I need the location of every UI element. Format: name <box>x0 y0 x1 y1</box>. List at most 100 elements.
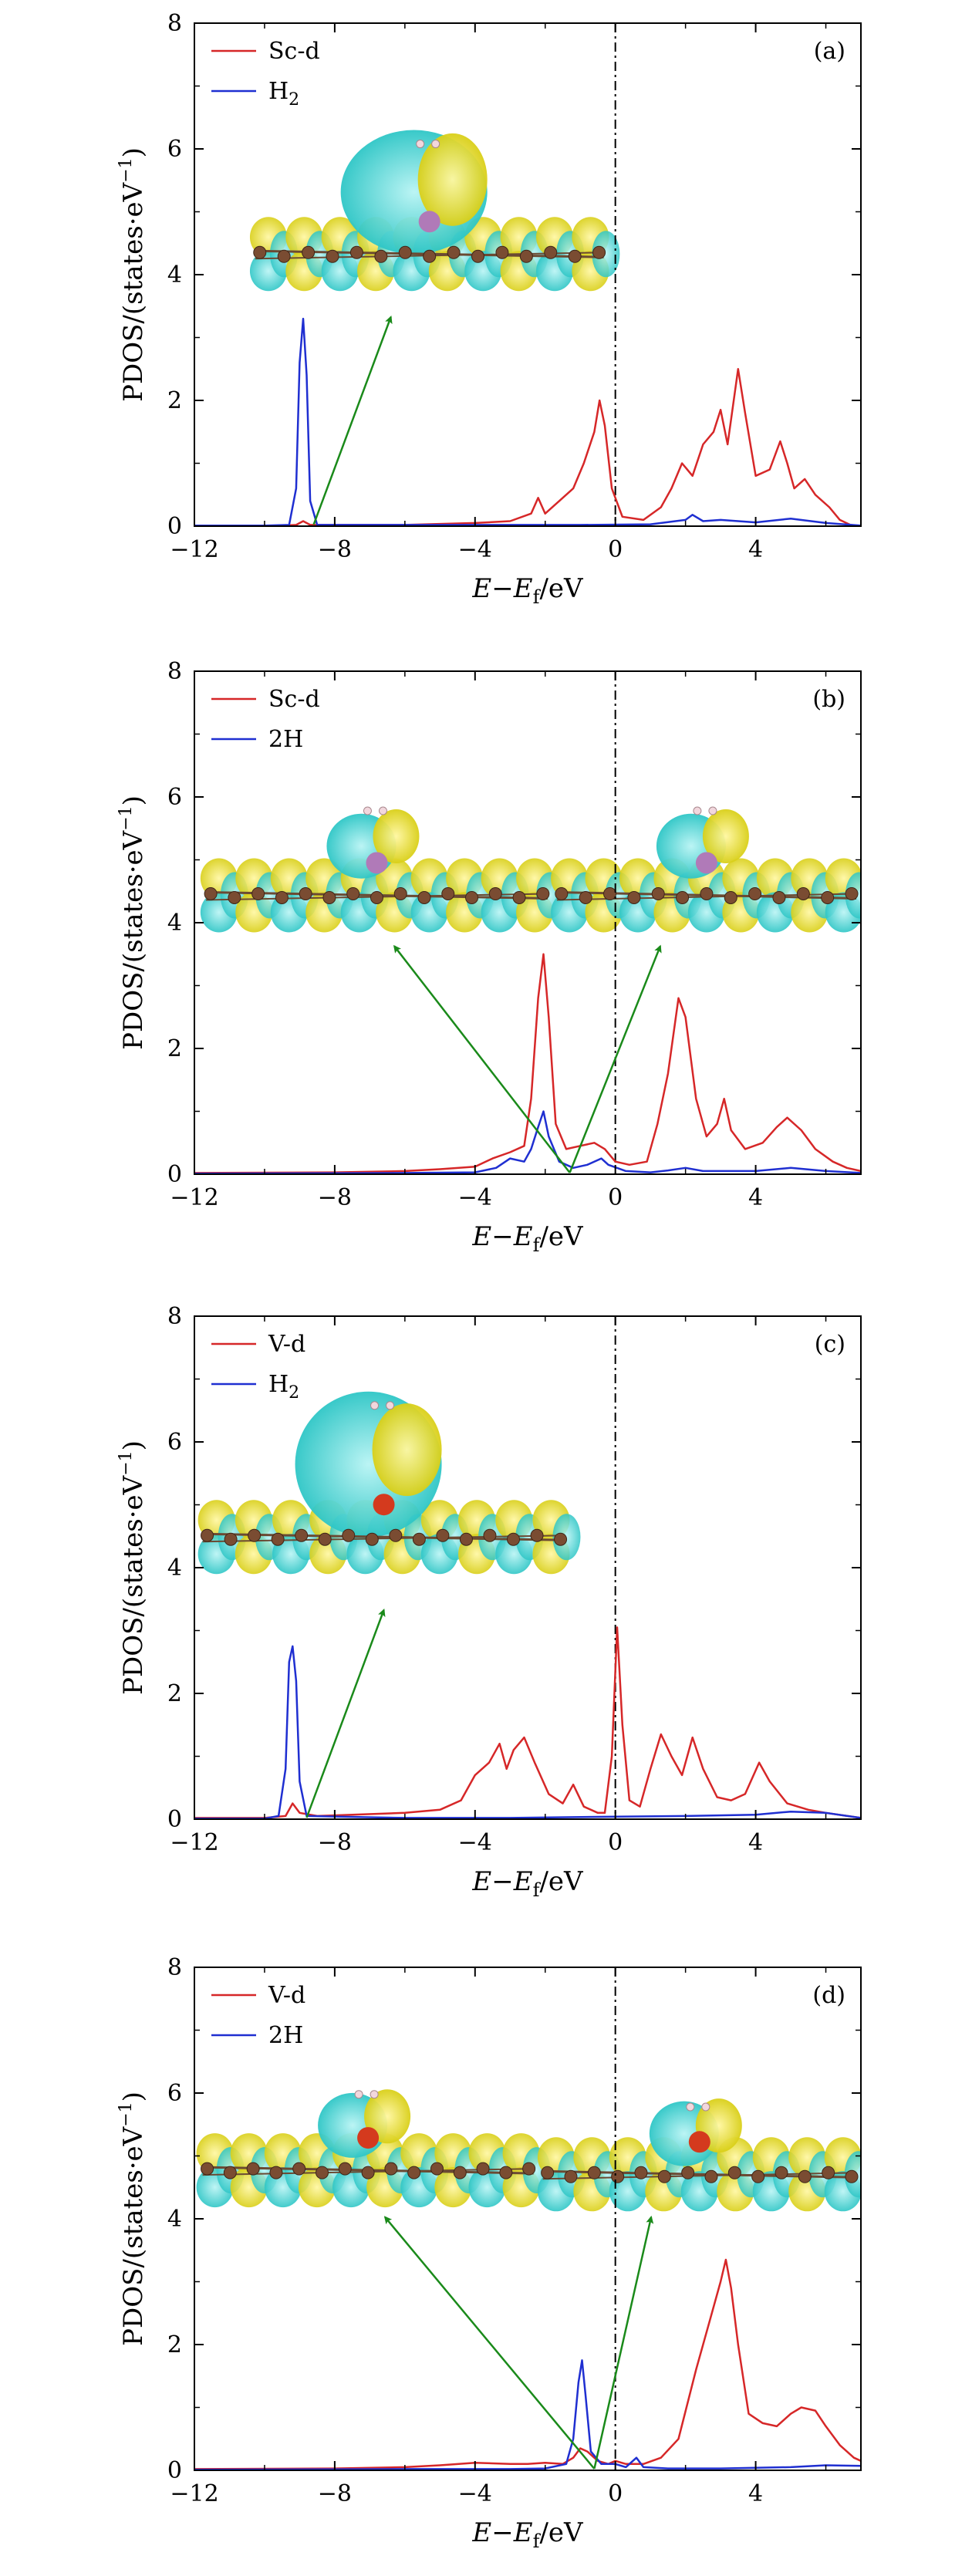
legend-label-main: V-d <box>268 1982 305 2009</box>
legend-label: V-d <box>268 1331 305 1358</box>
carbon-atom <box>495 245 509 259</box>
carbon-atom <box>412 1532 426 1546</box>
green-arrow <box>593 2215 654 2470</box>
x-axis-label-E2: E <box>513 573 533 604</box>
series-line-Scd <box>194 953 861 1174</box>
carbon-atom <box>453 2166 467 2179</box>
legend-label: 2H <box>268 726 303 753</box>
carbon-atom <box>361 2166 375 2179</box>
legend-label-main: 2H <box>268 2022 303 2049</box>
metal-atom <box>418 211 440 233</box>
density-inset <box>537 2098 861 2212</box>
x-axis-label-E2: E <box>513 2517 533 2548</box>
y-axis-label: PDOS/(states·eV−1) <box>116 2092 149 2346</box>
y-tick-label: 8 <box>167 658 182 685</box>
carbon-atom <box>271 1532 285 1546</box>
density-inset <box>197 1391 581 1575</box>
carbon-atom <box>436 1528 450 1542</box>
x-tick-label: 4 <box>748 1184 763 1211</box>
carbon-atom <box>228 890 241 904</box>
x-tick-label: 4 <box>748 1829 763 1856</box>
graphene-bond-line <box>202 1534 565 1543</box>
carbon-atom <box>407 2166 421 2179</box>
carbon-atom <box>704 2169 718 2183</box>
green-arrow <box>383 2216 596 2470</box>
x-tick-label: −12 <box>170 536 218 563</box>
carbon-atom <box>292 2162 306 2176</box>
carbon-atom <box>603 886 617 900</box>
y-tick-label: 4 <box>167 262 182 289</box>
x-axis-label-minus: − <box>491 1221 514 1252</box>
carbon-atom <box>253 245 267 259</box>
carbon-atom <box>223 2166 237 2179</box>
x-tick-label: −12 <box>170 1184 218 1211</box>
density-inset <box>551 806 861 933</box>
panel-a: −12 −8 −4 0 402468PDOS/(states·eV−1)E−Ef/eVS… <box>116 10 862 608</box>
x-tick-label: −4 <box>458 1184 492 1211</box>
carbon-atom <box>459 1532 473 1546</box>
carbon-atom <box>587 2166 601 2179</box>
graphene-bond-line <box>202 1532 565 1541</box>
hydrogen-atom <box>378 806 387 815</box>
y-axis-label-sup: −1 <box>116 805 136 830</box>
x-axis-label-unit: /eV <box>539 573 584 604</box>
x-axis-label: E−Ef/eV <box>471 1866 584 1901</box>
x-tick-label: 0 <box>608 1184 623 1211</box>
y-tick-label: 0 <box>167 1161 182 1188</box>
density-inset <box>200 806 565 933</box>
carbon-atom <box>316 2166 329 2179</box>
x-tick-label: −4 <box>458 1829 492 1856</box>
y-axis-label-sup: −1 <box>116 2102 136 2126</box>
x-axis-label-sub: f <box>533 1234 542 1256</box>
y-tick-label: 6 <box>167 136 182 163</box>
adsorbate-cloud-yellow <box>417 133 488 226</box>
carbon-atom <box>845 886 859 900</box>
y-tick-label: 0 <box>167 2457 182 2484</box>
carbon-atom <box>338 2162 352 2176</box>
x-tick-label: −8 <box>318 2480 352 2507</box>
panel-c: −12 −8 −4 0 402468PDOS/(states·eV−1)E−Ef/eVV… <box>116 1303 862 1901</box>
green-arrow <box>393 944 571 1173</box>
legend-label: H2 <box>268 78 299 110</box>
hydrogen-atom <box>370 1401 380 1410</box>
series-line-2H <box>194 1110 861 1174</box>
carbon-atom <box>499 2166 513 2179</box>
y-axis-label: PDOS/(states·eV−1) <box>116 1440 149 1695</box>
carbon-atom <box>441 886 455 900</box>
x-axis-label: E−Ef/eV <box>471 573 584 608</box>
green-arrow <box>312 316 393 525</box>
adsorbate-cloud-yellow <box>702 809 749 863</box>
y-axis-label-sup: −1 <box>116 157 136 182</box>
hydrogen-atom <box>416 140 425 149</box>
carbon-atom <box>541 2166 555 2179</box>
hydrogen-atom <box>363 806 372 815</box>
density-inset <box>196 2089 551 2208</box>
metal-atom <box>695 852 717 874</box>
y-axis-label-end: ) <box>118 795 149 805</box>
metal-atom <box>688 2131 710 2153</box>
y-tick-label: 6 <box>167 1429 182 1456</box>
x-tick-label: 0 <box>608 2480 623 2507</box>
hydrogen-atom <box>701 2102 710 2112</box>
x-tick-label: 4 <box>748 536 763 563</box>
carbon-atom <box>471 249 485 263</box>
x-axis-label-E: E <box>471 2517 491 2548</box>
y-tick-label: 4 <box>167 1555 182 1582</box>
carbon-atom <box>365 1532 379 1546</box>
x-axis-label-sub: f <box>533 1879 542 1901</box>
carbon-atom <box>506 1532 520 1546</box>
adsorbate-cloud-yellow <box>364 2089 411 2144</box>
y-axis-label-sup: −1 <box>116 1450 136 1475</box>
carbon-atom <box>554 1532 568 1546</box>
legend-label: 2H <box>268 2022 303 2049</box>
carbon-atom <box>430 2162 444 2176</box>
adsorbate-cloud-yellow <box>372 1403 442 1497</box>
x-axis-label: E−Ef/eV <box>471 1221 584 1256</box>
carbon-atom <box>512 890 526 904</box>
carbon-atom <box>417 890 431 904</box>
x-axis-label-minus: − <box>491 1866 514 1897</box>
y-axis-label-main: PDOS/(states·eV <box>118 829 149 1050</box>
x-axis-label-E2: E <box>513 1221 533 1252</box>
x-axis-label-E: E <box>471 573 491 604</box>
carbon-atom <box>275 890 289 904</box>
